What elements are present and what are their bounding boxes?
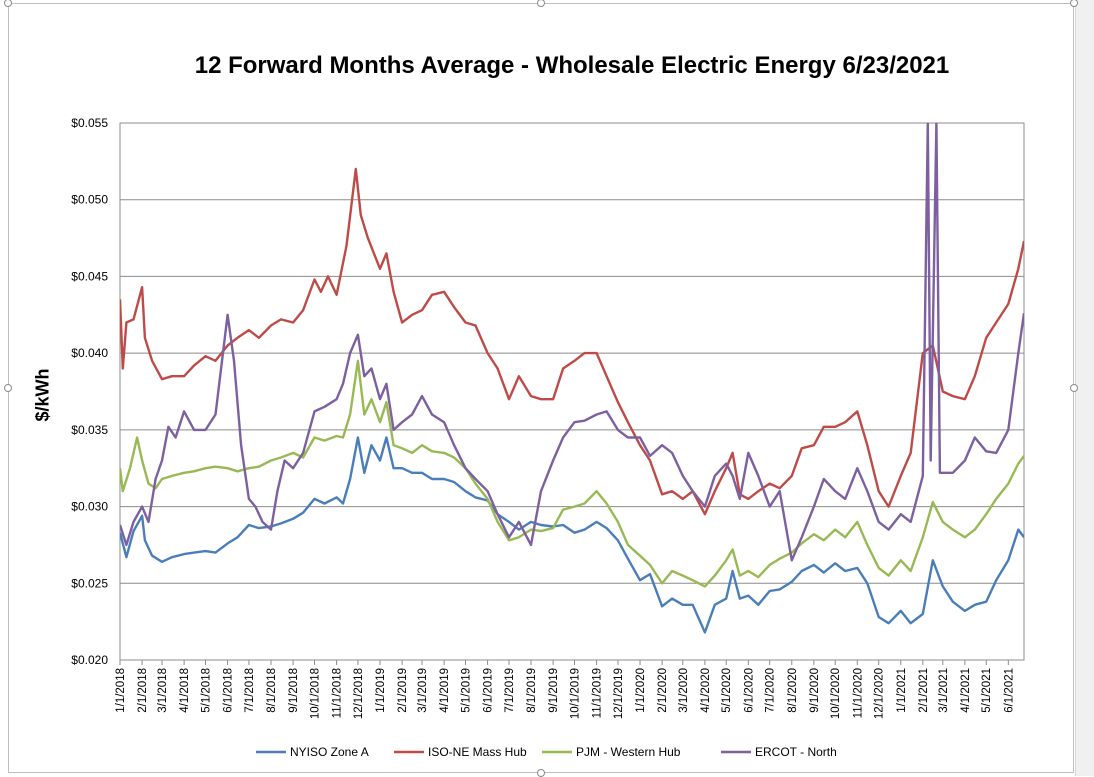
x-tick-label: 4/1/2021 <box>960 668 972 713</box>
y-tick-label: $0.055 <box>71 116 108 130</box>
legend-label: PJM - Western Hub <box>576 745 681 759</box>
x-tick-label: 1/1/2020 <box>635 668 647 713</box>
legend-label: ISO-NE Mass Hub <box>428 745 527 759</box>
y-tick-label: $0.025 <box>71 576 108 590</box>
x-tick-label: 2/1/2018 <box>137 668 149 713</box>
x-tick-label: 7/1/2020 <box>765 668 777 713</box>
series-line-iso-ne-mass-hub <box>120 167 1024 516</box>
chart-title: 12 Forward Months Average - Wholesale El… <box>194 52 950 79</box>
x-tick-label: 4/1/2019 <box>439 668 451 713</box>
x-tick-label: 1/1/2021 <box>896 668 908 713</box>
x-tick-label: 4/1/2018 <box>179 668 191 713</box>
x-tick-label: 10/1/2020 <box>830 668 842 719</box>
y-tick-label: $0.035 <box>71 423 108 437</box>
x-tick-label: 9/1/2018 <box>288 668 300 713</box>
x-tick-label: 8/1/2020 <box>787 668 799 713</box>
x-tick-label: 6/1/2018 <box>223 668 235 713</box>
resize-handle-top-left[interactable] <box>4 0 12 7</box>
x-tick-label: 9/1/2020 <box>809 668 821 713</box>
x-tick-label: 12/1/2019 <box>613 668 625 719</box>
series-line-pjm-western-hub <box>120 359 1024 588</box>
x-tick-label: 5/1/2019 <box>461 668 473 713</box>
x-tick-label: 1/1/2018 <box>115 668 127 713</box>
x-tick-label: 6/1/2021 <box>1003 668 1015 713</box>
y-tick-label: $0.050 <box>71 193 108 207</box>
x-tick-label: 3/1/2021 <box>938 668 950 713</box>
x-tick-label: 3/1/2020 <box>678 668 690 713</box>
x-tick-label: 3/1/2018 <box>157 668 169 713</box>
x-tick-label: 6/1/2019 <box>483 668 495 713</box>
x-tick-label: 5/1/2020 <box>721 668 733 713</box>
x-tick-label: 2/1/2019 <box>397 668 409 713</box>
y-tick-label: $0.030 <box>71 500 108 514</box>
x-tick-label: 11/1/2018 <box>332 668 344 718</box>
legend-label: ERCOT - North <box>755 745 837 759</box>
x-tick-label: 3/1/2019 <box>417 668 429 713</box>
x-tick-label: 10/1/2018 <box>309 668 321 719</box>
x-tick-label: 11/1/2019 <box>592 668 604 718</box>
x-tick-label: 5/1/2018 <box>200 668 212 713</box>
plot-area <box>119 122 1025 661</box>
x-tick-label: 6/1/2020 <box>743 668 755 713</box>
resize-handle-middle-right[interactable] <box>1070 384 1078 392</box>
x-tick-label: 2/1/2020 <box>657 668 669 713</box>
resize-handle-top-right[interactable] <box>1070 0 1078 7</box>
series-line-ercot-north <box>120 123 1024 562</box>
y-tick-label: $0.020 <box>71 653 108 667</box>
x-tick-label: 7/1/2019 <box>504 668 516 713</box>
x-tick-label: 2/1/2021 <box>918 668 930 713</box>
x-tick-label: 7/1/2018 <box>244 668 256 713</box>
x-tick-label: 12/1/2020 <box>874 668 886 719</box>
x-tick-label: 11/1/2020 <box>852 668 864 718</box>
resize-handle-top-center[interactable] <box>537 0 545 7</box>
x-tick-label: 4/1/2020 <box>700 668 712 713</box>
x-tick-label: 9/1/2019 <box>548 668 560 713</box>
resize-handle-middle-left[interactable] <box>4 384 12 392</box>
x-tick-label: 5/1/2021 <box>981 668 993 713</box>
x-tick-label: 10/1/2019 <box>569 668 581 719</box>
y-tick-label: $0.045 <box>71 269 108 283</box>
x-tick-label: 1/1/2019 <box>375 668 387 713</box>
y-tick-label: $0.040 <box>71 346 108 360</box>
x-tick-label: 12/1/2018 <box>353 668 365 719</box>
x-tick-label: 8/1/2019 <box>526 668 538 713</box>
x-tick-label: 8/1/2018 <box>266 668 278 713</box>
legend-label: NYISO Zone A <box>290 745 369 759</box>
